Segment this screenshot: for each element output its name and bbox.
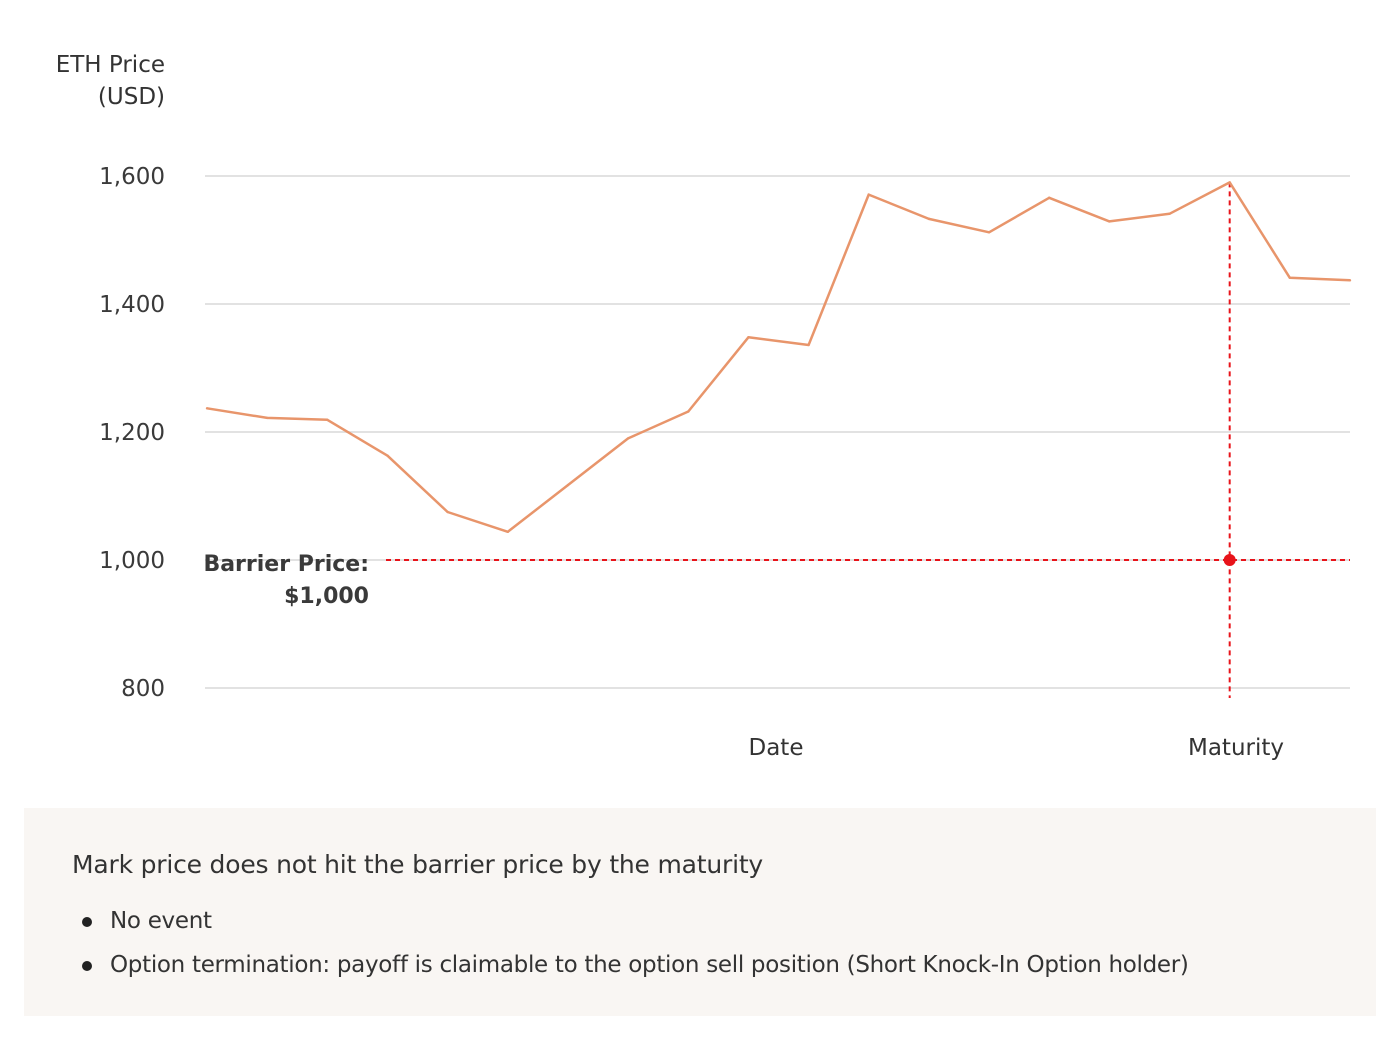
grid-lines (205, 175, 1350, 689)
series-point (987, 231, 991, 234)
barrier-maturity-marker (1223, 554, 1236, 566)
series-point (1048, 196, 1051, 199)
series-point (506, 530, 509, 534)
barrier-label-line-1: Barrier Price: (203, 552, 369, 577)
series-points (205, 181, 1352, 534)
series-point (1288, 276, 1292, 279)
bullet-dot-icon (82, 917, 92, 927)
series-point (927, 217, 931, 221)
series-point (867, 193, 870, 196)
barrier-label-line-2: $1,000 (284, 584, 369, 609)
y-axis-tick-labels: 1,600 1,400 1,200 1,000 800 (99, 164, 165, 702)
series-point (687, 410, 690, 413)
info-bullet-item: Option termination: payoff is claimable … (72, 943, 1376, 987)
series-point (747, 336, 750, 339)
y-axis-title-line-1: ETH Price (56, 52, 165, 78)
series-point (1348, 279, 1352, 282)
series-point (205, 407, 209, 410)
y-tick-label: 1,400 (99, 292, 165, 318)
series-line (206, 181, 1351, 534)
y-tick-label: 1,200 (99, 420, 165, 446)
series-point (566, 483, 570, 487)
info-title: Mark price does not hit the barrier pric… (72, 850, 764, 879)
series-point (807, 343, 810, 347)
info-bullet-text: Option termination: payoff is claimable … (110, 952, 1189, 978)
barrier-label: Barrier Price: $1,000 (203, 552, 369, 609)
series-point (386, 454, 389, 457)
bullet-dot-icon (82, 961, 92, 971)
series-point (446, 510, 449, 514)
series-point (1228, 181, 1231, 184)
info-bullet-item: No event (72, 899, 1376, 943)
y-axis-title-line-2: (USD) (98, 84, 165, 110)
price-chart: ETH Price (USD) 1,6001,4001,2001,000800 … (56, 52, 1352, 761)
info-panel: Mark price does not hit the barrier pric… (24, 808, 1376, 1016)
maturity-label: Maturity (1188, 735, 1284, 761)
series-point (265, 416, 269, 420)
y-axis-title: ETH Price (USD) (56, 52, 165, 110)
series-point (626, 437, 630, 440)
y-tick-label: 800 (121, 676, 165, 702)
x-axis-title: Date (749, 735, 804, 761)
series-point (1108, 220, 1111, 223)
series-point (326, 418, 329, 422)
y-tick-label: 1,600 (99, 164, 165, 190)
info-bullet-text: No event (110, 908, 212, 934)
y-tick-label: 1,000 (99, 548, 165, 574)
info-bullet-list: No event Option termination: payoff is c… (72, 899, 1376, 987)
series-point (1168, 212, 1171, 215)
